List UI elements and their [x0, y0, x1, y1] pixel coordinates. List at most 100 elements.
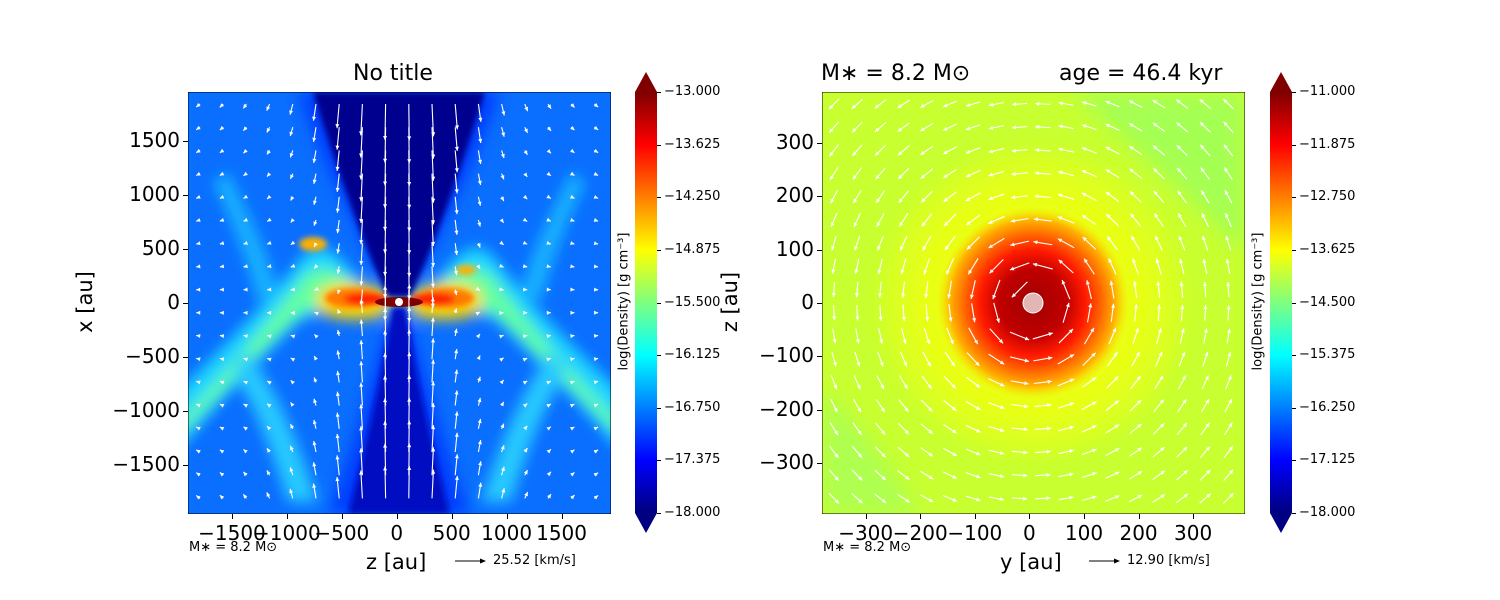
left-velocity-arrow	[335, 433, 340, 453]
left-velocity-arrow	[312, 419, 317, 429]
left-velocity-arrow	[290, 218, 295, 223]
right-velocity-key: 12.90 [km/s]	[1127, 553, 1210, 568]
left-velocity-arrow	[243, 241, 248, 245]
left-velocity-arrow	[593, 102, 599, 108]
left-velocity-arrow	[195, 148, 201, 154]
right-velocity-arrow	[1057, 353, 1075, 365]
left-velocity-arrow	[312, 483, 317, 499]
right-velocity-arrow	[988, 378, 1005, 387]
right-velocity-arrow	[853, 375, 861, 390]
right-velocity-arrow	[897, 470, 910, 481]
right-velocity-arrow	[852, 446, 863, 458]
right-colorbar-tickmark	[1292, 460, 1296, 462]
right-velocity-arrow	[897, 99, 911, 109]
right-velocity-arrow	[1105, 146, 1120, 155]
left-x-tick-label: 0	[390, 521, 404, 545]
right-x-tickmark	[1193, 514, 1195, 519]
left-velocity-arrow	[454, 348, 459, 360]
right-y-tick-label: 100	[775, 236, 814, 261]
right-velocity-arrow	[988, 473, 1005, 478]
right-velocity-arrow	[1224, 212, 1232, 228]
left-colorbar-tick-label: −14.250	[664, 189, 721, 205]
right-velocity-arrow	[920, 100, 934, 108]
right-velocity-arrow	[943, 191, 957, 203]
left-velocity-arrow	[195, 472, 201, 477]
left-velocity-arrow	[524, 103, 529, 112]
left-velocity-arrow	[243, 448, 248, 454]
left-velocity-arrow	[431, 425, 436, 453]
left-velocity-arrow	[454, 196, 459, 215]
right-velocity-arrow	[988, 237, 1005, 249]
right-velocity-arrow	[965, 101, 981, 107]
right-velocity-arrow	[1109, 280, 1115, 299]
left-velocity-arrow	[335, 196, 340, 213]
right-velocity-arrow	[874, 493, 887, 504]
right-velocity-arrow	[965, 448, 981, 456]
left-velocity-arrow	[266, 470, 271, 476]
right-velocity-arrow	[1152, 145, 1165, 156]
left-velocity-arrow	[266, 448, 271, 453]
right-velocity-arrow	[1202, 281, 1207, 298]
left-velocity-arrow	[570, 103, 575, 108]
right-velocity-arrow	[988, 449, 1005, 455]
left-velocity-arrow	[219, 357, 225, 362]
left-velocity-arrow	[546, 403, 552, 408]
right-velocity-arrow	[1129, 190, 1142, 203]
left-velocity-arrow	[431, 219, 436, 247]
left-velocity-arrow	[477, 196, 482, 206]
right-velocity-arrow	[923, 258, 931, 275]
left-y-tick-label: 0	[167, 290, 180, 314]
left-velocity-arrow	[313, 219, 318, 226]
left-velocity-arrow	[570, 357, 575, 362]
right-velocity-arrow	[1156, 327, 1162, 345]
right-velocity-arrow	[877, 258, 883, 275]
right-velocity-arrow	[1130, 375, 1142, 390]
right-velocity-arrow	[1085, 280, 1092, 300]
left-velocity-arrow	[289, 488, 294, 499]
left-y-tick-label: −1500	[112, 452, 180, 477]
right-velocity-arrow	[901, 304, 906, 322]
right-y-tick-label: −100	[759, 343, 814, 368]
right-velocity-arrow	[851, 98, 864, 110]
left-colorbar-tickmark	[657, 144, 661, 146]
left-colorbar-tickmark	[657, 197, 661, 199]
right-velocity-arrow	[1180, 304, 1185, 321]
right-velocity-arrow	[1199, 98, 1212, 110]
right-velocity-arrow	[988, 425, 1005, 432]
right-velocity-arrow	[1203, 328, 1208, 344]
left-colorbar-tickmark	[657, 355, 661, 357]
left-colorbar-tick-label: −14.875	[664, 241, 721, 257]
right-velocity-arrow	[1128, 100, 1143, 108]
left-velocity-key: 25.52 [km/s]	[493, 553, 576, 568]
right-y-tick-label: −300	[759, 450, 814, 475]
left-velocity-arrow	[546, 126, 552, 132]
left-velocity-arrow	[523, 172, 528, 178]
left-y-tickmark	[183, 248, 188, 250]
right-velocity-arrow	[965, 214, 981, 226]
left-velocity-arrow	[430, 297, 435, 313]
right-velocity-arrow	[830, 212, 838, 228]
left-velocity-arrow	[430, 266, 435, 288]
left-velocity-arrow	[290, 240, 296, 246]
left-velocity-arrow	[454, 369, 459, 383]
right-velocity-arrow	[898, 190, 909, 204]
left-velocity-arrow	[501, 466, 505, 476]
left-velocity-arrow	[289, 173, 294, 180]
left-velocity-arrow	[290, 263, 296, 268]
left-velocity-arrow	[477, 418, 482, 429]
right-velocity-arrow	[1081, 376, 1097, 388]
left-velocity-arrow	[289, 445, 294, 453]
left-velocity-arrow	[242, 471, 248, 477]
right-velocity-arrow	[942, 100, 958, 108]
left-velocity-arrow	[266, 126, 271, 133]
left-velocity-arrow	[431, 381, 436, 406]
right-velocity-arrow	[943, 423, 957, 434]
right-velocity-arrow	[925, 304, 930, 322]
right-velocity-arrow	[1199, 121, 1211, 133]
left-velocity-arrow	[219, 103, 225, 108]
left-velocity-arrow	[569, 403, 575, 408]
right-velocity-arrow	[1034, 148, 1051, 153]
right-velocity-arrow	[1152, 122, 1166, 132]
left-velocity-arrow	[570, 217, 575, 222]
left-velocity-arrow	[570, 310, 575, 315]
